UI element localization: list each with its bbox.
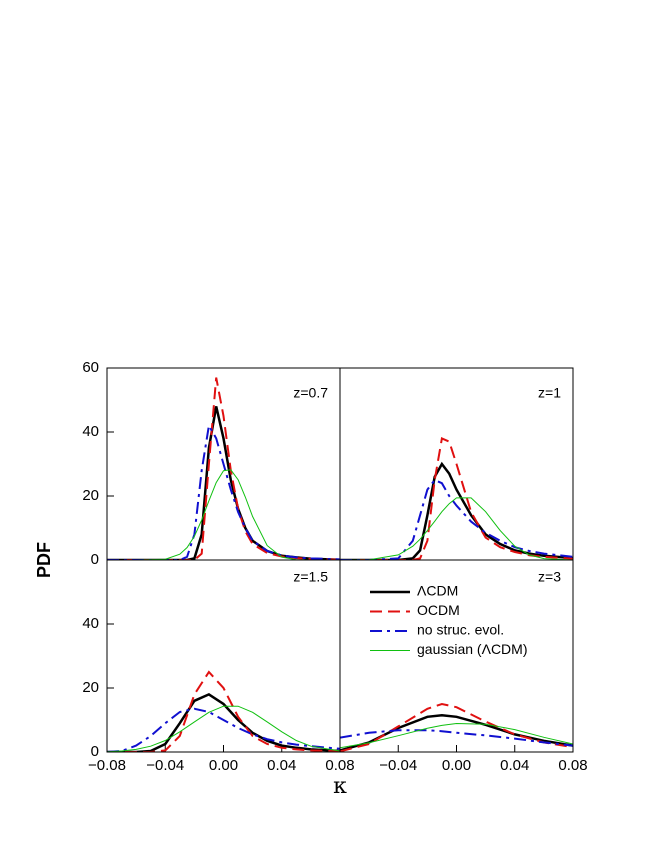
x-tick-label: 0.08 — [558, 757, 587, 774]
legend-label: ΛCDM — [417, 583, 458, 599]
series-line — [340, 702, 573, 752]
x-axis-label: κ — [333, 774, 347, 799]
legend-label: no struc. evol. — [417, 622, 504, 638]
y-tick-label: 40 — [82, 615, 99, 632]
series-line — [107, 692, 340, 752]
legend-label: OCDM — [417, 602, 460, 618]
x-tick-label: 0.00 — [209, 757, 238, 774]
x-tick-label: 0.04 — [500, 757, 529, 774]
x-tick-label: 0.00 — [442, 757, 471, 774]
y-tick-label: 20 — [82, 679, 99, 696]
y-tick-label: 0 — [91, 743, 99, 760]
y-tick-label: 20 — [82, 487, 99, 504]
panel-label: z=1 — [538, 385, 561, 401]
series-line — [107, 670, 340, 752]
panel-label: z=3 — [538, 569, 561, 585]
series-line — [340, 497, 573, 560]
x-tick-label: −0.04 — [379, 757, 417, 774]
legend-label: gaussian (ΛCDM) — [417, 641, 528, 657]
x-tick-label: 0.04 — [267, 757, 296, 774]
x-tick-label: −0.08 — [88, 757, 126, 774]
series-line — [107, 406, 340, 560]
series-line — [107, 469, 340, 560]
series-line — [340, 729, 573, 747]
y-axis-label: PDF — [34, 542, 54, 578]
panel-frame — [106, 559, 341, 753]
y-tick-label: 40 — [82, 423, 99, 440]
y-tick-label: 0 — [91, 551, 99, 568]
series-line — [340, 722, 573, 749]
series-line — [340, 478, 573, 560]
panel-label: z=1.5 — [293, 569, 328, 585]
series-line — [340, 436, 573, 560]
panel-label: z=0.7 — [293, 385, 328, 401]
series-line — [107, 422, 340, 560]
y-tick-label: 60 — [82, 359, 99, 376]
series-line — [340, 461, 573, 560]
series-line — [107, 705, 340, 752]
x-tick-label: −0.04 — [146, 757, 184, 774]
series-line — [107, 707, 340, 752]
x-tick-label: 0.08 — [325, 757, 354, 774]
series-line — [107, 377, 340, 560]
panel-frame — [339, 559, 574, 753]
